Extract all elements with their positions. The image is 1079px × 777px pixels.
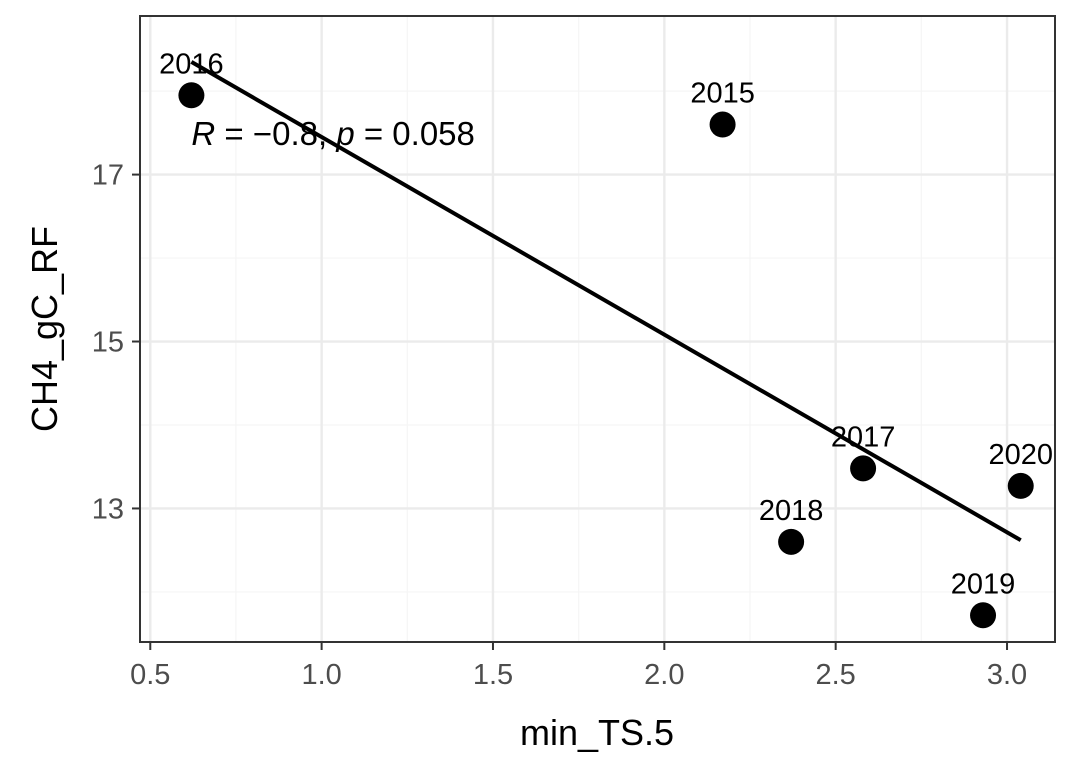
- data-point-2016: [178, 82, 205, 109]
- data-point-2020: [1007, 472, 1034, 499]
- x-tick-label: 2.0: [644, 659, 684, 691]
- y-axis-ticks: 13 15 17: [92, 160, 140, 525]
- x-axis-ticks: 0.5 1.0 1.5 2.0 2.5 3.0: [130, 642, 1027, 691]
- r-symbol: R: [191, 115, 215, 152]
- x-axis-title: min_TS.5: [520, 712, 674, 753]
- x-tick-label: 1.5: [473, 659, 513, 691]
- p-symbol: p: [335, 115, 354, 152]
- point-labels-layer: 2016 2015 2017 2018 2020 2019: [159, 48, 1053, 600]
- regression-line: [190, 60, 1022, 542]
- correlation-annotation: R = −0.8, p = 0.058: [191, 115, 475, 152]
- data-point-2018: [778, 528, 805, 555]
- x-tick-label: 2.5: [816, 659, 856, 691]
- panel-border: [139, 15, 1056, 643]
- data-point-2017: [850, 455, 877, 482]
- data-point-label-2017: 2017: [831, 421, 896, 453]
- data-point-label-2020: 2020: [988, 439, 1053, 471]
- data-point-2019: [970, 602, 997, 629]
- points-layer: [178, 82, 1034, 629]
- data-point-2015: [709, 111, 736, 138]
- x-tick-label: 3.0: [987, 659, 1027, 691]
- data-point-label-2015: 2015: [690, 78, 755, 110]
- x-tick-label: 0.5: [130, 659, 170, 691]
- major-gridlines: [140, 16, 1055, 642]
- y-tick-label: 17: [92, 160, 124, 192]
- fit-line-layer: [190, 60, 1022, 542]
- y-tick-label: 15: [92, 327, 124, 359]
- y-axis-title: CH4_gC_RF: [24, 226, 65, 432]
- x-tick-label: 1.0: [301, 659, 341, 691]
- p-value: = 0.058: [355, 115, 475, 152]
- data-point-label-2016: 2016: [159, 48, 224, 80]
- minor-gridlines: [140, 16, 1055, 642]
- data-point-label-2018: 2018: [759, 495, 824, 527]
- data-point-label-2019: 2019: [951, 568, 1016, 600]
- r-value: = −0.8,: [215, 115, 336, 152]
- y-tick-label: 13: [92, 493, 124, 525]
